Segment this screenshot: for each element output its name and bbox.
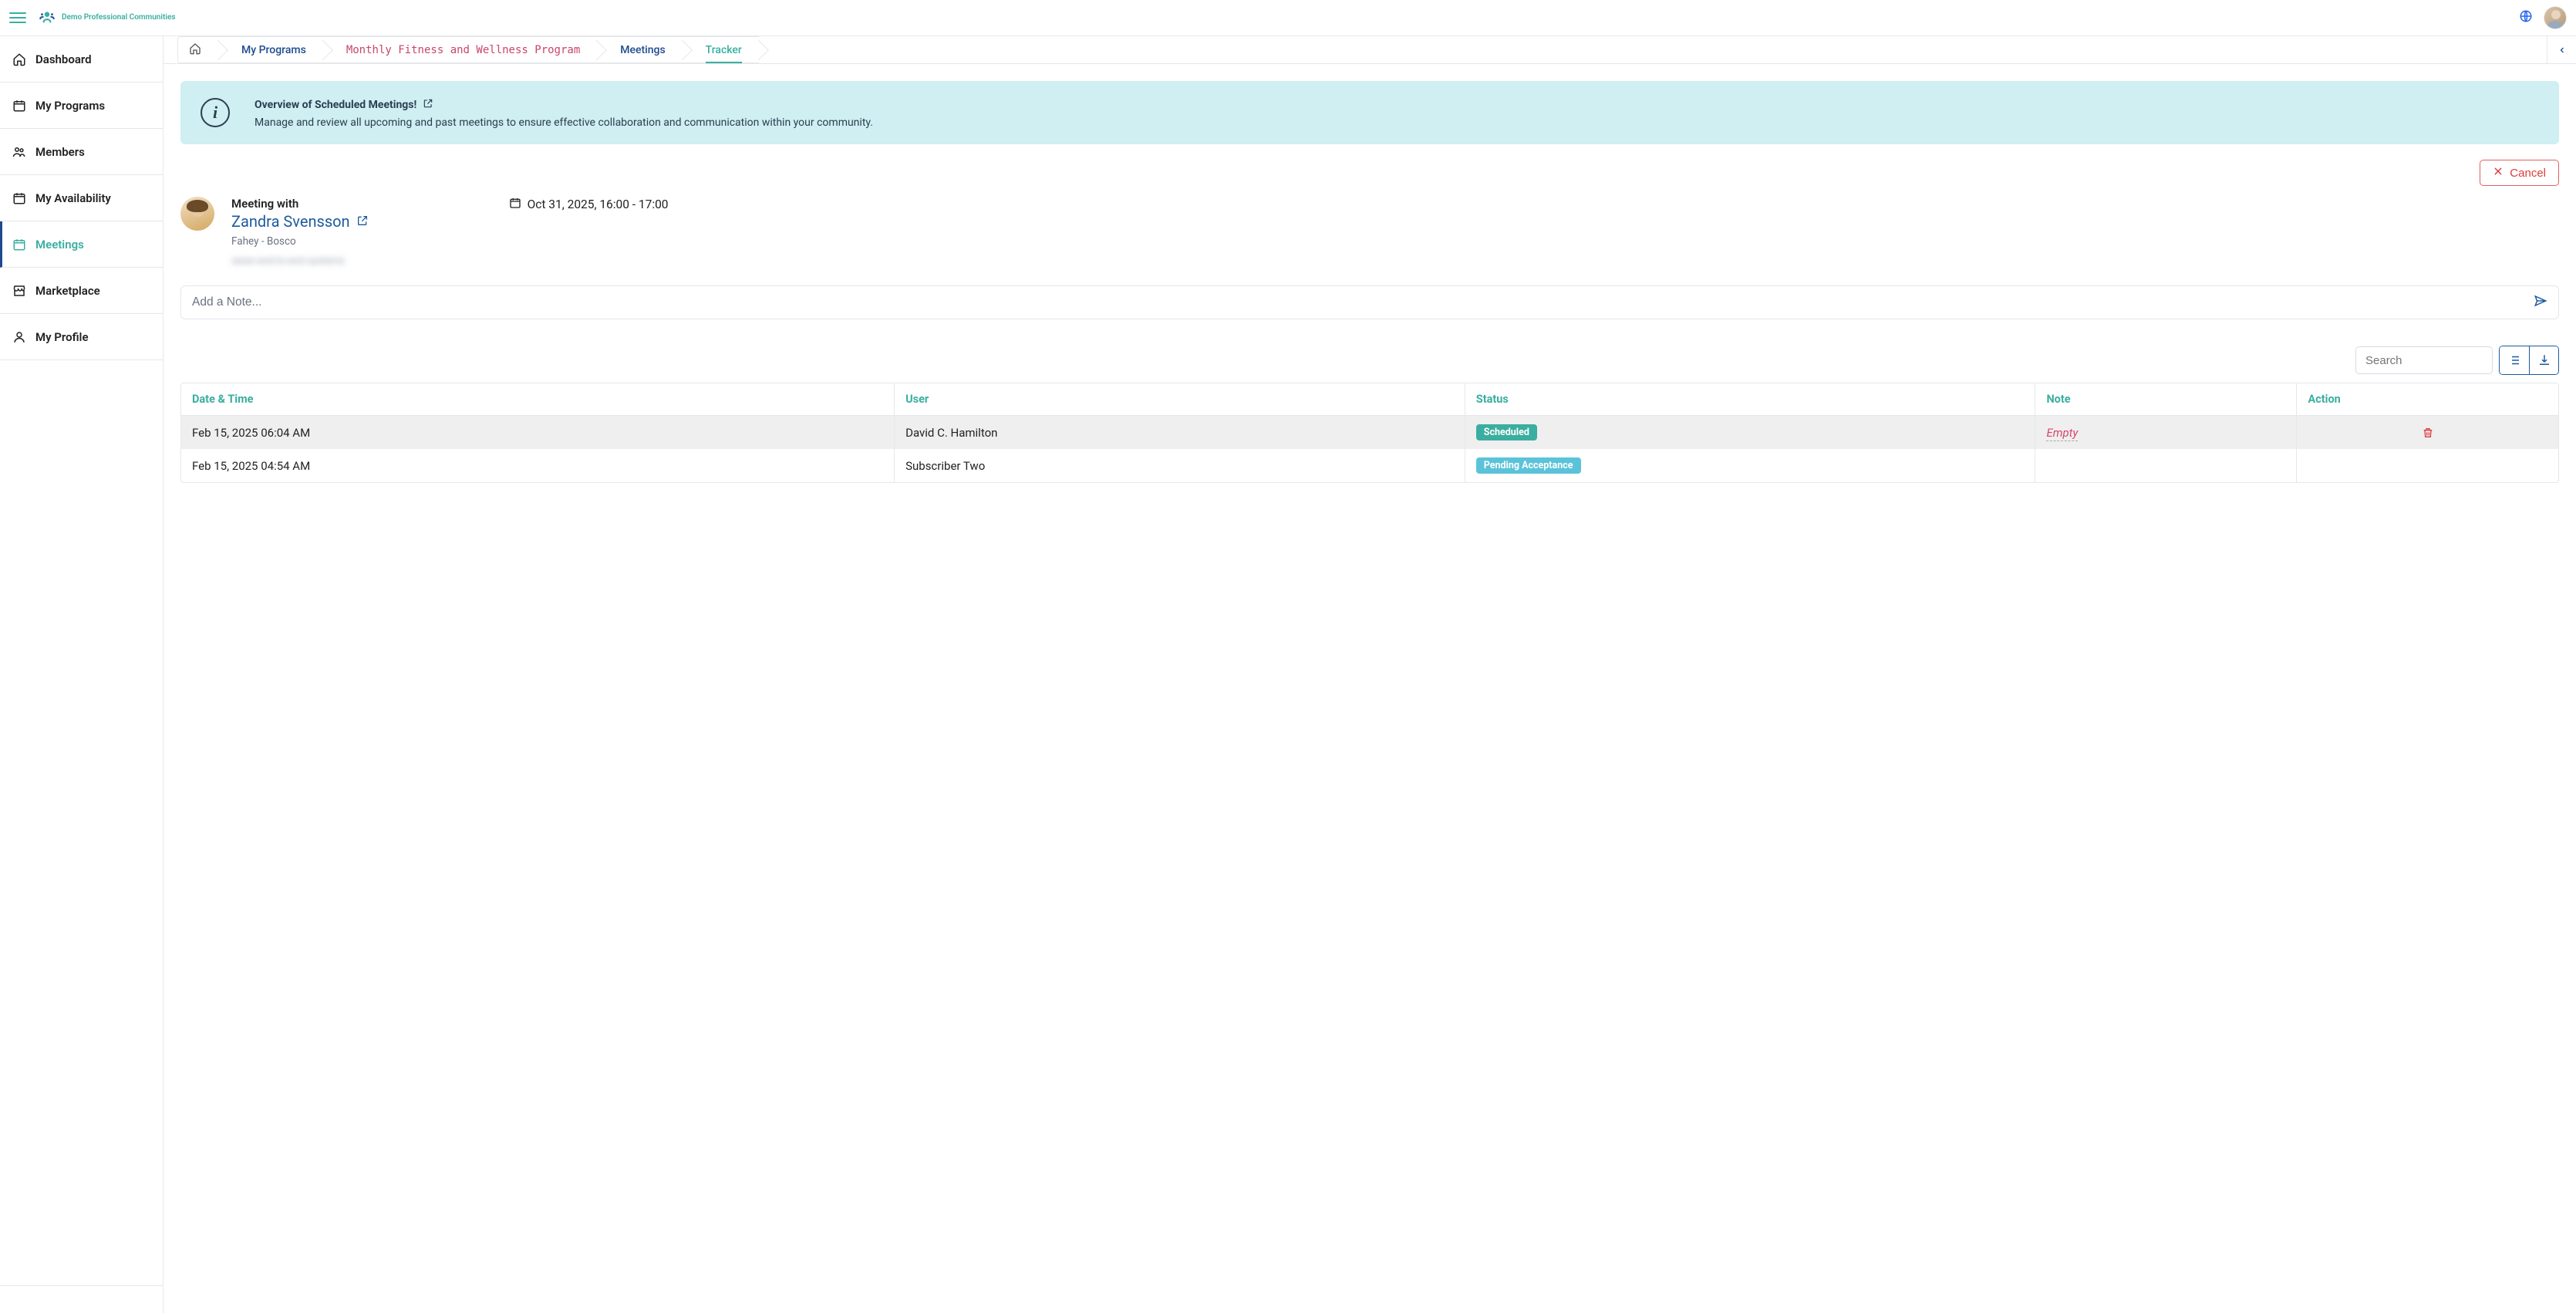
add-note-input[interactable] xyxy=(192,295,2534,309)
status-badge: Scheduled xyxy=(1476,424,1537,440)
sidebar-footer xyxy=(0,1285,163,1313)
cell-status: Pending Acceptance xyxy=(1465,449,2035,482)
store-icon xyxy=(12,284,26,298)
breadcrumb-collapse-button[interactable] xyxy=(2547,36,2576,63)
person-name: Zandra Svensson xyxy=(231,212,350,231)
table-row[interactable]: Feb 15, 2025 06:04 AMDavid C. Hamilton Sc… xyxy=(181,416,2558,450)
column-header-user[interactable]: User xyxy=(895,383,1465,416)
user-avatar[interactable] xyxy=(2544,6,2567,29)
breadcrumb-tracker: Tracker xyxy=(683,36,759,63)
send-icon[interactable] xyxy=(2534,294,2547,311)
banner-title-text: Overview of Scheduled Meetings! xyxy=(255,99,416,111)
breadcrumb-my-programs[interactable]: My Programs xyxy=(218,36,323,63)
breadcrumb-bar: My Programs Monthly Fitness and Wellness… xyxy=(164,36,2576,64)
blurred-text: seize end-to-end systems xyxy=(231,255,369,267)
cell-action xyxy=(2297,449,2558,482)
language-globe-icon[interactable] xyxy=(2519,9,2533,26)
calendar-icon xyxy=(509,197,521,212)
breadcrumb-home[interactable] xyxy=(177,36,218,63)
meeting-datetime: Oct 31, 2025, 16:00 - 17:00 xyxy=(509,197,669,212)
calendar-icon xyxy=(12,191,26,205)
sidebar-item-label: My Profile xyxy=(35,330,89,344)
person-icon xyxy=(12,330,26,344)
column-header-action[interactable]: Action xyxy=(2297,383,2558,416)
breadcrumb-program[interactable]: Monthly Fitness and Wellness Program xyxy=(323,36,597,63)
add-note-row xyxy=(180,285,2559,319)
note-empty-link[interactable]: Empty xyxy=(2046,426,2078,441)
cell-status: Scheduled xyxy=(1465,416,2035,450)
banner-subtitle: Manage and review all upcoming and past … xyxy=(255,116,873,129)
external-link-icon xyxy=(356,212,369,231)
column-header-note[interactable]: Note xyxy=(2035,383,2297,416)
cell-action xyxy=(2297,416,2558,450)
sidebar-item-dashboard[interactable]: Dashboard xyxy=(0,36,163,83)
home-icon xyxy=(189,42,201,58)
banner-title: Overview of Scheduled Meetings! xyxy=(255,98,433,112)
sidebar-item-label: Meetings xyxy=(35,238,84,251)
cell-datetime: Feb 15, 2025 04:54 AM xyxy=(181,449,895,482)
calendar-icon xyxy=(12,238,26,251)
sidebar-item-label: Marketplace xyxy=(35,284,100,298)
sidebar-item-label: Members xyxy=(35,145,85,159)
brand-logo[interactable]: Demo Professional Communities xyxy=(37,8,175,28)
cell-user: Subscriber Two xyxy=(895,449,1465,482)
view-toggle-group xyxy=(2499,346,2559,375)
column-header-status[interactable]: Status xyxy=(1465,383,2035,416)
calendar-icon xyxy=(12,99,26,113)
sidebar-item-meetings[interactable]: Meetings xyxy=(0,221,163,268)
users-icon xyxy=(12,145,26,159)
breadcrumb-label: Meetings xyxy=(620,44,665,56)
info-icon: i xyxy=(201,98,230,127)
person-avatar xyxy=(180,197,214,231)
close-icon xyxy=(2493,166,2504,180)
external-link-icon[interactable] xyxy=(423,98,433,112)
sidebar-item-label: My Programs xyxy=(35,99,105,113)
sidebar-item-label: My Availability xyxy=(35,191,111,205)
home-icon xyxy=(12,52,26,66)
cell-note xyxy=(2035,449,2297,482)
cell-note[interactable]: Empty xyxy=(2035,416,2297,450)
cancel-button-label: Cancel xyxy=(2510,167,2546,180)
brand-name: Demo Professional Communities xyxy=(62,14,175,22)
logo-mark-icon xyxy=(37,8,57,28)
table-row[interactable]: Feb 15, 2025 04:54 AMSubscriber Two Pendi… xyxy=(181,449,2558,482)
download-button[interactable] xyxy=(2529,346,2558,374)
breadcrumb-label: Monthly Fitness and Wellness Program xyxy=(346,44,580,56)
sidebar-item-marketplace[interactable]: Marketplace xyxy=(0,268,163,314)
cell-user: David C. Hamilton xyxy=(895,416,1465,450)
status-badge: Pending Acceptance xyxy=(1476,457,1581,474)
sidebar-item-my-profile[interactable]: My Profile xyxy=(0,314,163,360)
delete-button[interactable] xyxy=(2308,427,2547,439)
sidebar-item-my-programs[interactable]: My Programs xyxy=(0,83,163,129)
column-header-datetime[interactable]: Date & Time xyxy=(181,383,895,416)
meeting-datetime-text: Oct 31, 2025, 16:00 - 17:00 xyxy=(528,197,669,211)
meetings-table: Date & Time User Status Note Action Feb … xyxy=(180,383,2559,483)
list-view-button[interactable] xyxy=(2500,346,2529,374)
sidebar-item-members[interactable]: Members xyxy=(0,129,163,175)
cell-datetime: Feb 15, 2025 06:04 AM xyxy=(181,416,895,450)
breadcrumb-label: Tracker xyxy=(706,44,742,63)
sidebar: Dashboard My Programs Members My Availab… xyxy=(0,36,164,1313)
breadcrumb-label: My Programs xyxy=(241,44,306,56)
meeting-header: Meeting with Zandra Svensson Fahey - Bos… xyxy=(180,197,2559,267)
sidebar-item-label: Dashboard xyxy=(35,52,92,66)
person-org: Fahey - Bosco xyxy=(231,235,369,248)
person-link[interactable]: Zandra Svensson xyxy=(231,212,369,231)
sidebar-item-my-availability[interactable]: My Availability xyxy=(0,175,163,221)
info-banner: i Overview of Scheduled Meetings! Manage… xyxy=(180,81,2559,144)
cancel-button[interactable]: Cancel xyxy=(2480,160,2559,186)
breadcrumb-meetings[interactable]: Meetings xyxy=(597,36,682,63)
search-input[interactable] xyxy=(2355,346,2493,374)
topbar: Demo Professional Communities xyxy=(0,0,2576,36)
menu-toggle-button[interactable] xyxy=(9,9,26,26)
meeting-with-label: Meeting with xyxy=(231,197,369,211)
